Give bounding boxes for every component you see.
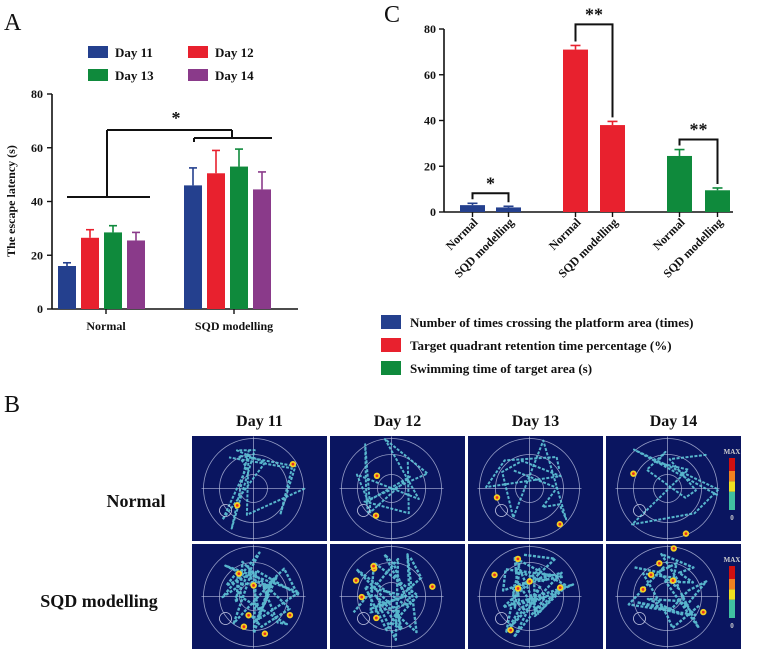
chart-a-legend-swatch [188, 69, 208, 81]
chart-a-y-title: The escape latency (s) [4, 145, 18, 257]
panel-b-row-label: Normal [107, 491, 166, 511]
chart-c-legend-swatch [381, 338, 401, 352]
chart-a-bar [58, 266, 76, 309]
tracking-heatmap-tile: MAX 0 [606, 436, 741, 541]
panel-b-day-label: Day 14 [650, 413, 698, 430]
colorbar-min-label: 0 [730, 514, 734, 522]
chart-a-bar [207, 173, 225, 309]
chart-c-bar [496, 207, 521, 212]
chart-a-y-tick-label: 40 [31, 195, 43, 209]
tracking-heatmap-tile [330, 544, 465, 649]
chart-c-y-tick-label: 0 [430, 205, 436, 219]
tracking-heatmap-tile [468, 544, 603, 649]
tracking-heatmap-tile [192, 544, 327, 649]
panel-b-day-label: Day 11 [236, 413, 283, 430]
chart-a-legend-label: Day 13 [115, 68, 154, 83]
panel-b-day-label: Day 12 [374, 413, 422, 430]
chart-c-y-tick-label: 40 [424, 114, 436, 128]
panel-b-day-label: Day 13 [512, 413, 560, 430]
tracking-heatmap-tile [192, 436, 327, 541]
chart-c-significance-bracket [574, 23, 614, 118]
colorbar-min-label: 0 [730, 622, 734, 630]
chart-a-legend-swatch [88, 46, 108, 58]
chart-a-legend-label: Day 12 [215, 45, 254, 60]
panel-label-c: C [384, 2, 400, 28]
chart-c-legend-swatch [381, 361, 401, 375]
chart-a: The escape latency (s) 0 20 40 60 80 Normal S… [4, 45, 298, 333]
chart-a-bar [253, 189, 271, 309]
chart-a-bar [184, 185, 202, 309]
tracking-heatmap-tile [330, 436, 465, 541]
chart-a-y-tick-label: 60 [31, 141, 43, 155]
chart-c-legend-label: Target quadrant retention time percentag… [410, 338, 672, 353]
chart-a-y-tick-label: 20 [31, 248, 43, 262]
chart-a-legend-label: Day 11 [115, 45, 153, 60]
chart-c-bar [563, 49, 588, 213]
chart-a-y-tick-label: 0 [37, 302, 43, 316]
chart-a-significance-star: * [172, 108, 181, 128]
chart-c-bar [600, 125, 625, 212]
chart-a-bar [104, 232, 122, 309]
chart-c-bar [705, 190, 730, 212]
chart-a-y-tick-label: 80 [31, 87, 43, 101]
chart-c-y-tick-label: 80 [424, 22, 436, 36]
chart-a-x-tick-label: SQD modelling [195, 319, 273, 333]
chart-a-legend-swatch [188, 46, 208, 58]
chart-c-significance-mark: ** [585, 4, 603, 24]
chart-c-significance-bracket [471, 192, 510, 203]
chart-c-legend-label: Number of times crossing the platform ar… [410, 315, 693, 330]
panel-b-heatmaps: Day 11 Day 12 Day 13 Day 14 Normal SQD model… [40, 413, 741, 649]
panel-label-a: A [4, 10, 22, 36]
chart-a-x-tick-label: Normal [86, 319, 126, 333]
panel-b-row-label: SQD modelling [40, 591, 158, 611]
colorbar-max-label: MAX [724, 556, 741, 564]
chart-c-y-tick-label: 20 [424, 159, 436, 173]
panel-label-b: B [4, 392, 20, 418]
chart-c-significance-mark: ** [690, 120, 708, 140]
tracking-heatmap-tile [468, 436, 603, 541]
chart-c-bar [667, 155, 692, 212]
chart-c-y-tick-label: 60 [424, 68, 436, 82]
tracking-heatmap-tile: MAX 0 [606, 544, 741, 649]
chart-c-legend-label: Swimming time of target area (s) [410, 361, 592, 376]
chart-a-bar [127, 240, 145, 309]
chart-c-significance-mark: * [486, 173, 495, 193]
chart-a-legend-swatch [88, 69, 108, 81]
chart-c-legend-swatch [381, 315, 401, 329]
chart-c-significance-bracket [678, 138, 719, 184]
chart-a-legend-label: Day 14 [215, 68, 254, 83]
chart-a-bar [81, 237, 99, 309]
chart-a-significance-bracket [67, 129, 272, 198]
colorbar-max-label: MAX [724, 448, 741, 456]
chart-c-bar [460, 205, 485, 212]
chart-a-bar [230, 166, 248, 309]
